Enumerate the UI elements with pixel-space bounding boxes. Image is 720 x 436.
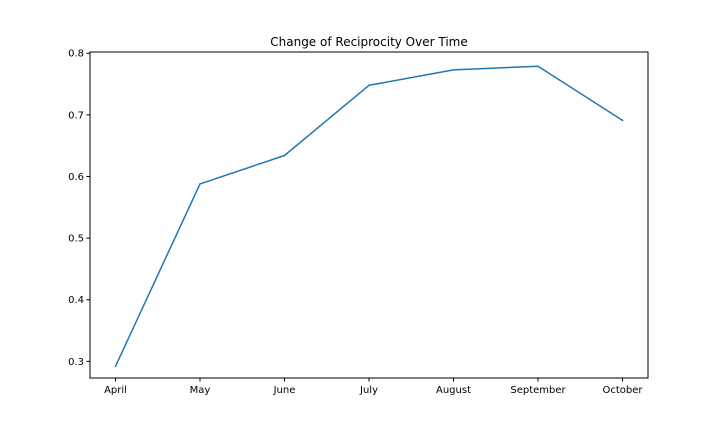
data-point bbox=[114, 365, 117, 368]
y-tick-label: 0.8 bbox=[68, 49, 84, 60]
x-tick-label: May bbox=[190, 385, 211, 396]
plot-area bbox=[90, 52, 648, 378]
series-layer bbox=[114, 65, 624, 368]
x-axis: April May June July August September October bbox=[104, 378, 643, 396]
data-point bbox=[368, 84, 370, 87]
x-tick-label: April bbox=[104, 385, 127, 396]
y-tick-label: 0.7 bbox=[68, 110, 84, 121]
x-tick-label: October bbox=[602, 385, 643, 396]
y-tick-label: 0.5 bbox=[68, 234, 84, 245]
x-tick-label: August bbox=[436, 385, 471, 396]
x-tick-label: June bbox=[273, 385, 296, 396]
data-point bbox=[621, 119, 624, 122]
chart-title: Change of Reciprocity Over Time bbox=[270, 35, 467, 49]
x-tick-label: July bbox=[359, 385, 378, 396]
y-axis: 0.3 0.4 0.5 0.6 0.7 0.8 bbox=[68, 49, 90, 368]
data-point bbox=[537, 65, 539, 67]
data-point bbox=[283, 154, 286, 157]
y-tick-label: 0.3 bbox=[68, 357, 84, 368]
data-point bbox=[452, 69, 455, 71]
y-tick-label: 0.6 bbox=[68, 172, 84, 183]
data-point bbox=[199, 183, 201, 185]
plot-frame bbox=[89, 51, 649, 379]
x-tick-label: September bbox=[510, 385, 566, 396]
y-tick-label: 0.4 bbox=[68, 295, 84, 306]
